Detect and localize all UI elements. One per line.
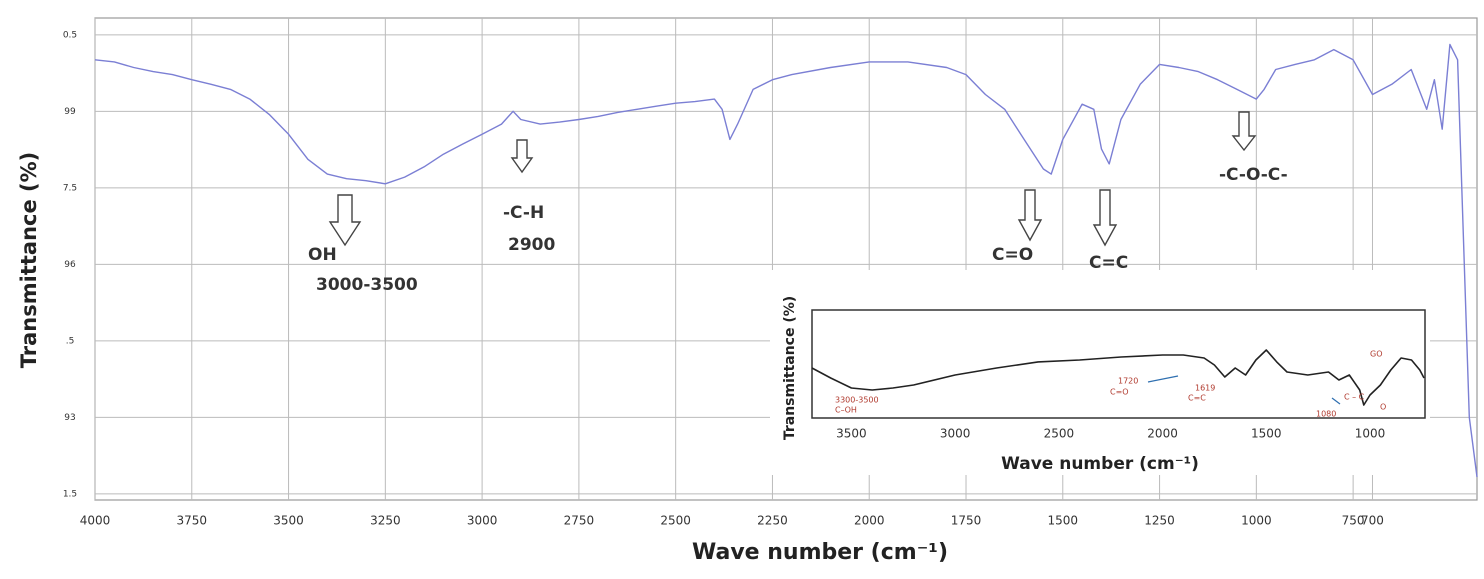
annotation: 1720 bbox=[1118, 377, 1138, 386]
spectrum-line bbox=[94, 43, 1478, 478]
y-tick-label: 96 bbox=[64, 260, 76, 270]
annotation: -C-O-C- bbox=[1219, 165, 1288, 185]
arrow bbox=[328, 194, 362, 247]
inset-frame bbox=[811, 309, 1426, 419]
arrows bbox=[328, 111, 1257, 247]
x-tick-label: 2500 bbox=[660, 514, 691, 528]
x-tick-label: 1500 bbox=[1048, 514, 1079, 528]
y-tick-label: 7.5 bbox=[63, 183, 77, 193]
y-tick-label: 93 bbox=[64, 413, 75, 423]
arrow bbox=[1231, 111, 1257, 152]
arrow bbox=[1017, 189, 1043, 242]
y-axis-label: Transmittance (%) bbox=[782, 296, 798, 440]
annotation: C=O bbox=[1110, 388, 1129, 397]
annotation: C=C bbox=[1188, 394, 1206, 403]
x-tick-label: 700 bbox=[1361, 514, 1384, 528]
x-tick-label: 3500 bbox=[273, 514, 304, 528]
x-tick-label: 1000 bbox=[1241, 514, 1272, 528]
pointer bbox=[1331, 397, 1341, 405]
annotation: 1619 bbox=[1195, 384, 1215, 393]
x-tick-label: 3000 bbox=[467, 514, 498, 528]
y-tick-label: 99 bbox=[64, 107, 76, 117]
x-tick-label: 3500 bbox=[836, 427, 867, 441]
y-axis-label: Transmittance (%) bbox=[17, 152, 41, 369]
x-tick-label: 750 bbox=[1342, 514, 1365, 528]
arrow bbox=[1092, 189, 1118, 247]
x-tick-label: 3250 bbox=[370, 514, 401, 528]
y-tick-label: .5 bbox=[66, 336, 75, 346]
x-tick-label: 4000 bbox=[80, 514, 111, 528]
annotation: -C-H bbox=[503, 203, 544, 223]
annotation: O bbox=[1380, 403, 1386, 412]
y-tick-label: 1.5 bbox=[63, 489, 77, 499]
inset-plot: 3500 3000 2500 2000 1500 1000 Wave number (cm⁻… bbox=[782, 296, 1425, 474]
x-tick-label: 2750 bbox=[564, 514, 595, 528]
x-tick-label: 2250 bbox=[757, 514, 788, 528]
annotation: C – C bbox=[1344, 393, 1365, 402]
x-tick-label: 1250 bbox=[1144, 514, 1175, 528]
x-tick-label: 1500 bbox=[1251, 427, 1282, 441]
inset-background bbox=[770, 270, 1430, 475]
x-tick-label: 3000 bbox=[940, 427, 971, 441]
x-tick-label: 1750 bbox=[951, 514, 982, 528]
annotation: 3300-3500 bbox=[835, 396, 879, 405]
annotation: OH bbox=[308, 245, 337, 265]
annotation: 3000-3500 bbox=[316, 275, 418, 295]
annotation: C–OH bbox=[835, 406, 857, 415]
spectrum-line bbox=[811, 349, 1425, 406]
x-tick-label: 1000 bbox=[1355, 427, 1386, 441]
x-tick-label: 2000 bbox=[1147, 427, 1178, 441]
inset-pointers bbox=[1147, 375, 1341, 405]
annotation: GO bbox=[1370, 350, 1383, 359]
pointer bbox=[1147, 375, 1179, 383]
x-tick-label: 2000 bbox=[854, 514, 885, 528]
annotation: C=C bbox=[1089, 253, 1128, 273]
x-axis-label: Wave number (cm⁻¹) bbox=[1001, 454, 1199, 474]
x-tick-label: 3750 bbox=[177, 514, 208, 528]
annotation: C=O bbox=[992, 245, 1033, 265]
annotation: 1080 bbox=[1316, 410, 1336, 419]
x-tick-label: 2500 bbox=[1044, 427, 1075, 441]
annotation: 2900 bbox=[508, 235, 555, 255]
y-tick-label: 0.5 bbox=[63, 30, 77, 40]
x-axis-label: Wave number (cm⁻¹) bbox=[692, 540, 948, 565]
arrow bbox=[510, 139, 534, 174]
